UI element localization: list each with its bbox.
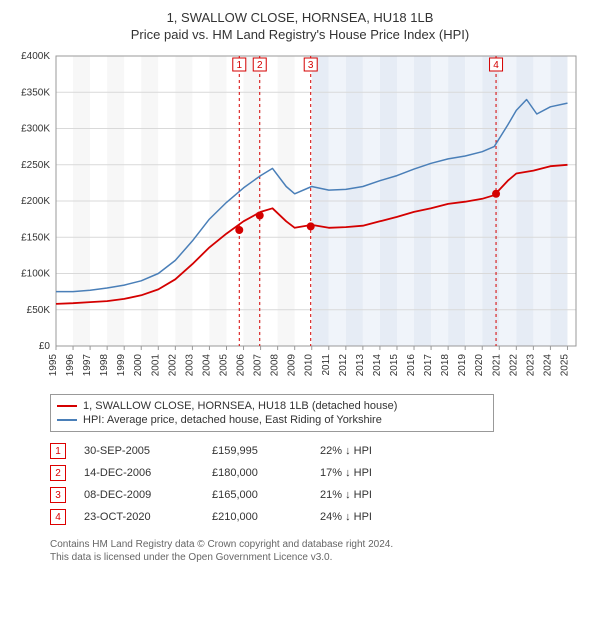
svg-text:£50K: £50K — [27, 305, 51, 316]
legend-row-hpi: HPI: Average price, detached house, East… — [57, 413, 487, 427]
legend: 1, SWALLOW CLOSE, HORNSEA, HU18 1LB (det… — [50, 394, 494, 432]
svg-text:2022: 2022 — [508, 354, 519, 377]
svg-text:2004: 2004 — [201, 354, 212, 377]
svg-text:1998: 1998 — [99, 354, 110, 377]
svg-text:2003: 2003 — [184, 354, 195, 377]
marker-price: £210,000 — [212, 511, 302, 523]
svg-text:4: 4 — [493, 60, 499, 71]
page-title-address: 1, SWALLOW CLOSE, HORNSEA, HU18 1LB — [8, 10, 592, 25]
legend-label-property: 1, SWALLOW CLOSE, HORNSEA, HU18 1LB (det… — [83, 400, 397, 412]
svg-text:2025: 2025 — [559, 354, 570, 377]
svg-text:1999: 1999 — [116, 354, 127, 377]
svg-text:2015: 2015 — [389, 354, 400, 377]
footer-line2: This data is licensed under the Open Gov… — [50, 551, 588, 564]
svg-text:2001: 2001 — [150, 354, 161, 377]
svg-text:2006: 2006 — [236, 354, 247, 377]
marker-delta: 17% ↓ HPI — [320, 467, 410, 479]
legend-label-hpi: HPI: Average price, detached house, East… — [83, 414, 382, 426]
svg-text:1997: 1997 — [82, 354, 93, 377]
svg-text:2009: 2009 — [287, 354, 298, 377]
marker-delta: 22% ↓ HPI — [320, 445, 410, 457]
marker-date: 30-SEP-2005 — [84, 445, 194, 457]
svg-text:£200K: £200K — [21, 196, 50, 207]
price-chart: £0 £50K £100K £150K £200K £250K £300K £350K £400… — [8, 48, 592, 388]
svg-text:1995: 1995 — [48, 354, 59, 377]
svg-text:2018: 2018 — [440, 354, 451, 377]
marker-row: 3 08-DEC-2009 £165,000 21% ↓ HPI — [50, 484, 588, 506]
svg-text:£400K: £400K — [21, 51, 50, 62]
legend-row-property: 1, SWALLOW CLOSE, HORNSEA, HU18 1LB (det… — [57, 399, 487, 413]
footer: Contains HM Land Registry data © Crown c… — [50, 538, 588, 564]
svg-text:2024: 2024 — [542, 354, 553, 377]
svg-text:2020: 2020 — [474, 354, 485, 377]
svg-text:£150K: £150K — [21, 232, 50, 243]
marker-row: 4 23-OCT-2020 £210,000 24% ↓ HPI — [50, 506, 588, 528]
marker-delta: 21% ↓ HPI — [320, 489, 410, 501]
svg-text:£250K: £250K — [21, 160, 50, 171]
marker-price: £180,000 — [212, 467, 302, 479]
svg-text:£300K: £300K — [21, 124, 50, 135]
legend-swatch-property — [57, 405, 77, 407]
marker-delta: 24% ↓ HPI — [320, 511, 410, 523]
svg-text:2014: 2014 — [372, 354, 383, 377]
svg-text:2013: 2013 — [355, 354, 366, 377]
svg-text:2008: 2008 — [270, 354, 281, 377]
svg-text:1: 1 — [236, 60, 242, 71]
footer-line1: Contains HM Land Registry data © Crown c… — [50, 538, 588, 551]
marker-num: 3 — [50, 487, 66, 503]
marker-num: 1 — [50, 443, 66, 459]
svg-text:2: 2 — [257, 60, 263, 71]
marker-num: 2 — [50, 465, 66, 481]
svg-text:£100K: £100K — [21, 269, 50, 280]
marker-date: 14-DEC-2006 — [84, 467, 194, 479]
marker-row: 2 14-DEC-2006 £180,000 17% ↓ HPI — [50, 462, 588, 484]
svg-text:2019: 2019 — [457, 354, 468, 377]
marker-price: £165,000 — [212, 489, 302, 501]
svg-text:1996: 1996 — [65, 354, 76, 377]
markers-table: 1 30-SEP-2005 £159,995 22% ↓ HPI 2 14-DEC-200… — [50, 440, 588, 528]
page-title-sub: Price paid vs. HM Land Registry's House … — [8, 27, 592, 42]
svg-text:2011: 2011 — [321, 354, 332, 376]
marker-price: £159,995 — [212, 445, 302, 457]
svg-text:2010: 2010 — [304, 354, 315, 377]
svg-text:2007: 2007 — [253, 354, 264, 377]
svg-text:3: 3 — [308, 60, 314, 71]
marker-row: 1 30-SEP-2005 £159,995 22% ↓ HPI — [50, 440, 588, 462]
legend-swatch-hpi — [57, 419, 77, 421]
svg-text:2002: 2002 — [167, 354, 178, 377]
svg-text:2021: 2021 — [491, 354, 502, 377]
svg-text:2012: 2012 — [338, 354, 349, 377]
svg-text:2023: 2023 — [525, 354, 536, 377]
svg-text:£0: £0 — [39, 341, 51, 352]
svg-text:2017: 2017 — [423, 354, 434, 377]
svg-text:2016: 2016 — [406, 354, 417, 377]
svg-text:2000: 2000 — [133, 354, 144, 377]
marker-num: 4 — [50, 509, 66, 525]
svg-text:£350K: £350K — [21, 87, 50, 98]
svg-text:2005: 2005 — [218, 354, 229, 377]
marker-date: 08-DEC-2009 — [84, 489, 194, 501]
marker-date: 23-OCT-2020 — [84, 511, 194, 523]
